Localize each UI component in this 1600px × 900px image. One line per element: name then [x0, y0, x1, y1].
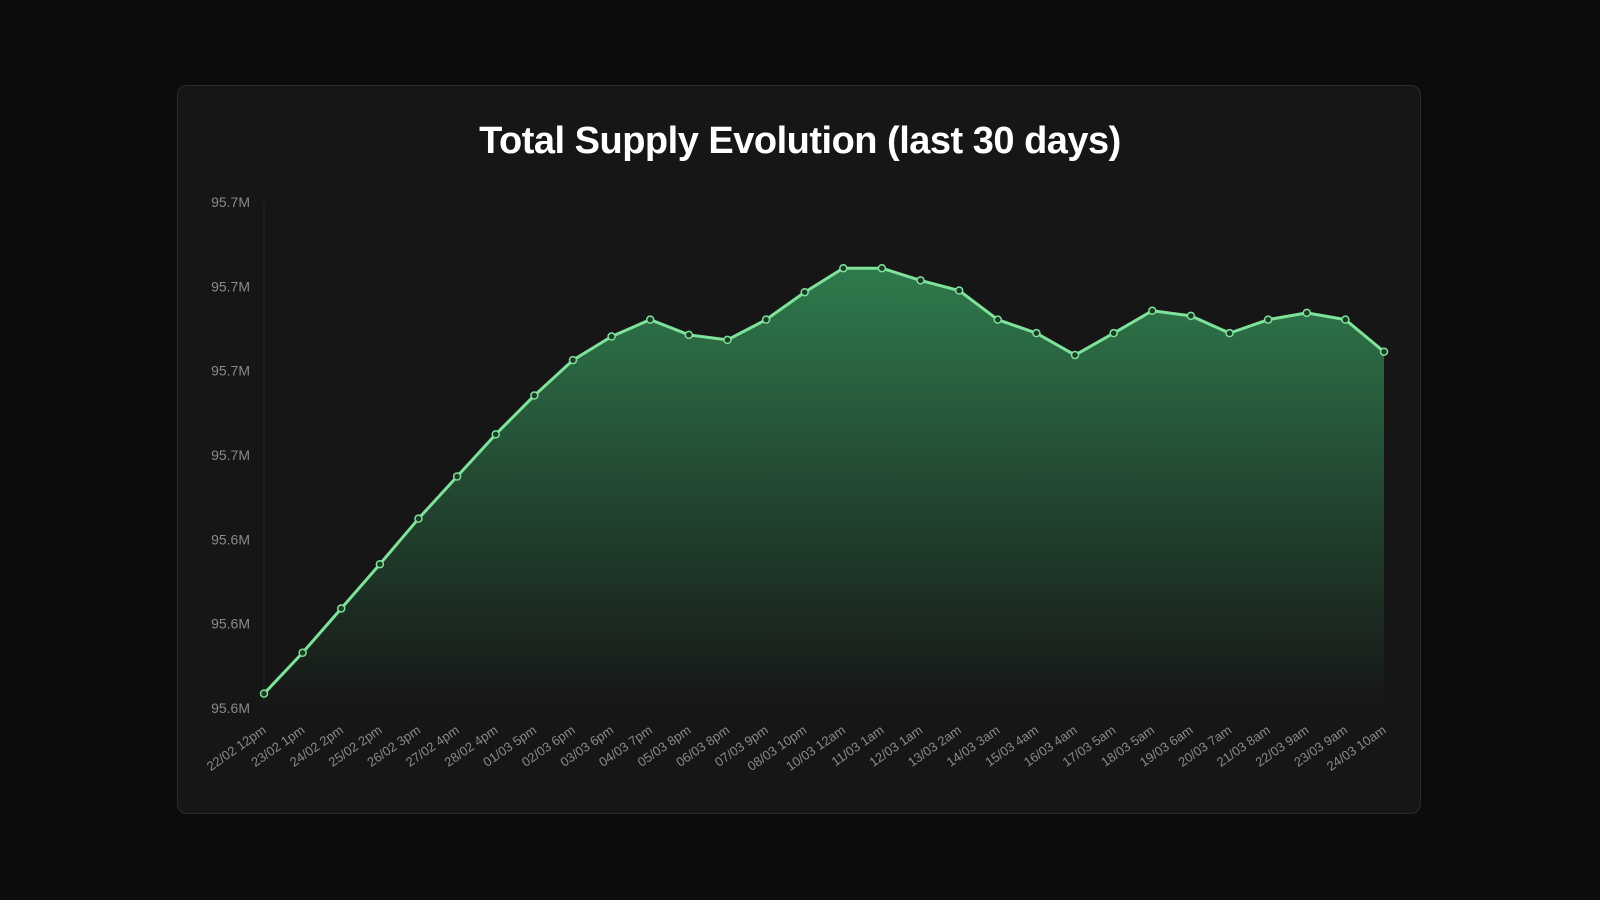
y-tick-label: 95.7M — [211, 194, 250, 210]
data-point — [607, 332, 616, 341]
area-fill-layer — [264, 268, 1384, 708]
data-point — [1225, 328, 1234, 338]
data-point — [761, 315, 771, 324]
data-point — [1032, 328, 1041, 338]
data-point — [1109, 328, 1118, 338]
data-point — [491, 430, 500, 439]
data-point — [1148, 306, 1157, 316]
data-point — [645, 315, 655, 324]
data-point — [1341, 315, 1350, 324]
data-point — [916, 276, 925, 285]
chart-title: Total Supply Evolution (last 30 days) — [479, 120, 1121, 162]
series-line-layer — [262, 266, 1386, 696]
y-tick-label: 95.7M — [211, 278, 250, 294]
y-tick-label: 95.6M — [211, 616, 250, 632]
data-point — [452, 472, 462, 481]
data-point — [1070, 350, 1080, 360]
series-line — [262, 266, 1386, 696]
y-tick-label: 95.6M — [211, 531, 250, 547]
data-point — [993, 315, 1003, 324]
data-point — [684, 330, 694, 340]
y-tick-label: 95.6M — [211, 700, 250, 716]
data-point — [530, 391, 539, 400]
y-axis-ticks: 95.6M 95.6M 95.6M 95.7M 95.7M 95.7M 95.7M — [211, 194, 250, 716]
data-point — [1379, 347, 1389, 356]
data-point — [839, 263, 848, 273]
data-point — [1186, 311, 1196, 321]
data-point — [298, 648, 307, 658]
data-point — [800, 287, 809, 297]
data-point — [568, 355, 578, 365]
area-fill — [264, 268, 1384, 708]
data-point — [336, 604, 346, 613]
data-points — [259, 263, 1389, 698]
y-tick-label: 95.7M — [211, 363, 250, 379]
data-point — [877, 263, 887, 273]
data-point — [414, 514, 423, 523]
data-point — [1263, 315, 1273, 324]
data-point — [723, 335, 732, 345]
data-point — [1302, 308, 1312, 318]
data-point — [259, 689, 269, 698]
data-point — [375, 559, 385, 569]
data-point — [954, 286, 964, 295]
y-tick-label: 95.7M — [211, 447, 250, 463]
